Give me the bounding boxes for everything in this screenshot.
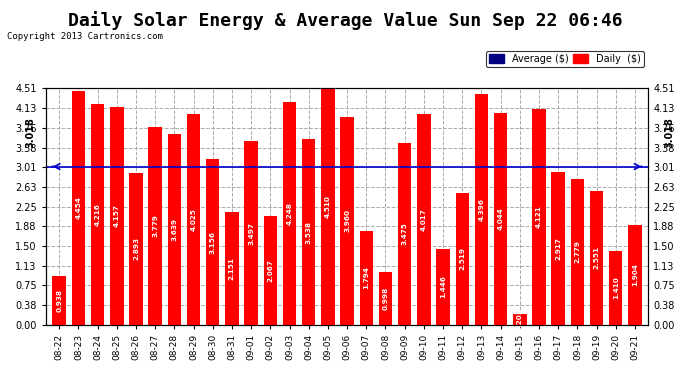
Bar <box>494 113 507 325</box>
Text: 4.044: 4.044 <box>497 207 504 230</box>
Bar <box>91 104 104 325</box>
Text: 2.519: 2.519 <box>460 247 465 270</box>
Text: 4.216: 4.216 <box>95 203 101 226</box>
Bar <box>551 172 565 325</box>
Text: 4.121: 4.121 <box>536 206 542 228</box>
Text: 0.203: 0.203 <box>517 308 523 331</box>
Bar <box>590 191 603 325</box>
Bar <box>244 141 258 325</box>
Text: Copyright 2013 Cartronics.com: Copyright 2013 Cartronics.com <box>7 32 163 41</box>
Text: 1.410: 1.410 <box>613 276 619 299</box>
Bar <box>455 193 469 325</box>
Text: 3.639: 3.639 <box>171 218 177 241</box>
Bar <box>321 88 335 325</box>
Bar <box>532 109 546 325</box>
Bar <box>513 314 526 325</box>
Bar <box>206 159 219 325</box>
Bar <box>340 117 354 325</box>
Text: 1.904: 1.904 <box>632 263 638 286</box>
Text: 4.157: 4.157 <box>114 204 120 227</box>
Text: 2.779: 2.779 <box>574 240 580 263</box>
Text: 1.446: 1.446 <box>440 275 446 298</box>
Text: 2.551: 2.551 <box>593 246 600 269</box>
Text: 2.151: 2.151 <box>229 257 235 280</box>
Text: 4.248: 4.248 <box>286 202 293 225</box>
Bar <box>379 272 392 325</box>
Text: 4.454: 4.454 <box>75 196 81 219</box>
Text: 3.475: 3.475 <box>402 222 408 245</box>
Text: 3.779: 3.779 <box>152 214 158 237</box>
Bar <box>436 249 450 325</box>
Text: 3.497: 3.497 <box>248 222 254 245</box>
Bar <box>302 139 315 325</box>
Bar <box>417 114 431 325</box>
Bar <box>264 216 277 325</box>
Text: 3.538: 3.538 <box>306 220 312 243</box>
Text: 3.018: 3.018 <box>664 117 675 148</box>
Legend: Average ($), Daily  ($): Average ($), Daily ($) <box>486 51 644 66</box>
Text: 2.917: 2.917 <box>555 237 561 260</box>
Bar <box>148 127 162 325</box>
Bar <box>628 225 642 325</box>
Bar <box>359 231 373 325</box>
Bar <box>110 107 124 325</box>
Text: 1.794: 1.794 <box>363 266 369 289</box>
Text: 0.998: 0.998 <box>382 287 388 310</box>
Text: 3.018: 3.018 <box>26 117 35 148</box>
Bar <box>129 173 143 325</box>
Bar <box>609 251 622 325</box>
Text: 2.067: 2.067 <box>267 259 273 282</box>
Bar <box>398 142 411 325</box>
Bar <box>283 102 296 325</box>
Text: 2.893: 2.893 <box>133 237 139 260</box>
Text: 3.960: 3.960 <box>344 210 350 232</box>
Text: 4.396: 4.396 <box>478 198 484 221</box>
Bar <box>475 94 488 325</box>
Bar <box>52 276 66 325</box>
Text: 0.938: 0.938 <box>56 289 62 312</box>
Bar <box>72 91 85 325</box>
Text: 3.156: 3.156 <box>210 231 216 254</box>
Bar <box>187 114 200 325</box>
Text: 4.017: 4.017 <box>421 208 427 231</box>
Bar <box>168 134 181 325</box>
Text: 4.025: 4.025 <box>190 208 197 231</box>
Bar <box>225 212 239 325</box>
Text: 4.510: 4.510 <box>325 195 331 218</box>
Text: Daily Solar Energy & Average Value Sun Sep 22 06:46: Daily Solar Energy & Average Value Sun S… <box>68 11 622 30</box>
Bar <box>571 179 584 325</box>
